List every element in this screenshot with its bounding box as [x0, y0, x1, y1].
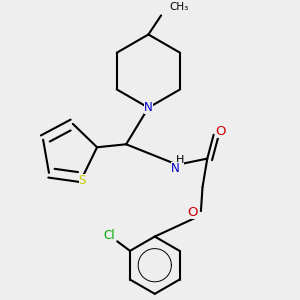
Text: O: O: [215, 125, 226, 138]
Text: CH₃: CH₃: [169, 2, 188, 12]
Text: Cl: Cl: [103, 229, 115, 242]
Text: H: H: [176, 155, 184, 165]
Text: N: N: [144, 101, 153, 114]
Text: N: N: [171, 162, 180, 175]
Text: S: S: [79, 174, 86, 187]
Text: O: O: [188, 206, 198, 219]
